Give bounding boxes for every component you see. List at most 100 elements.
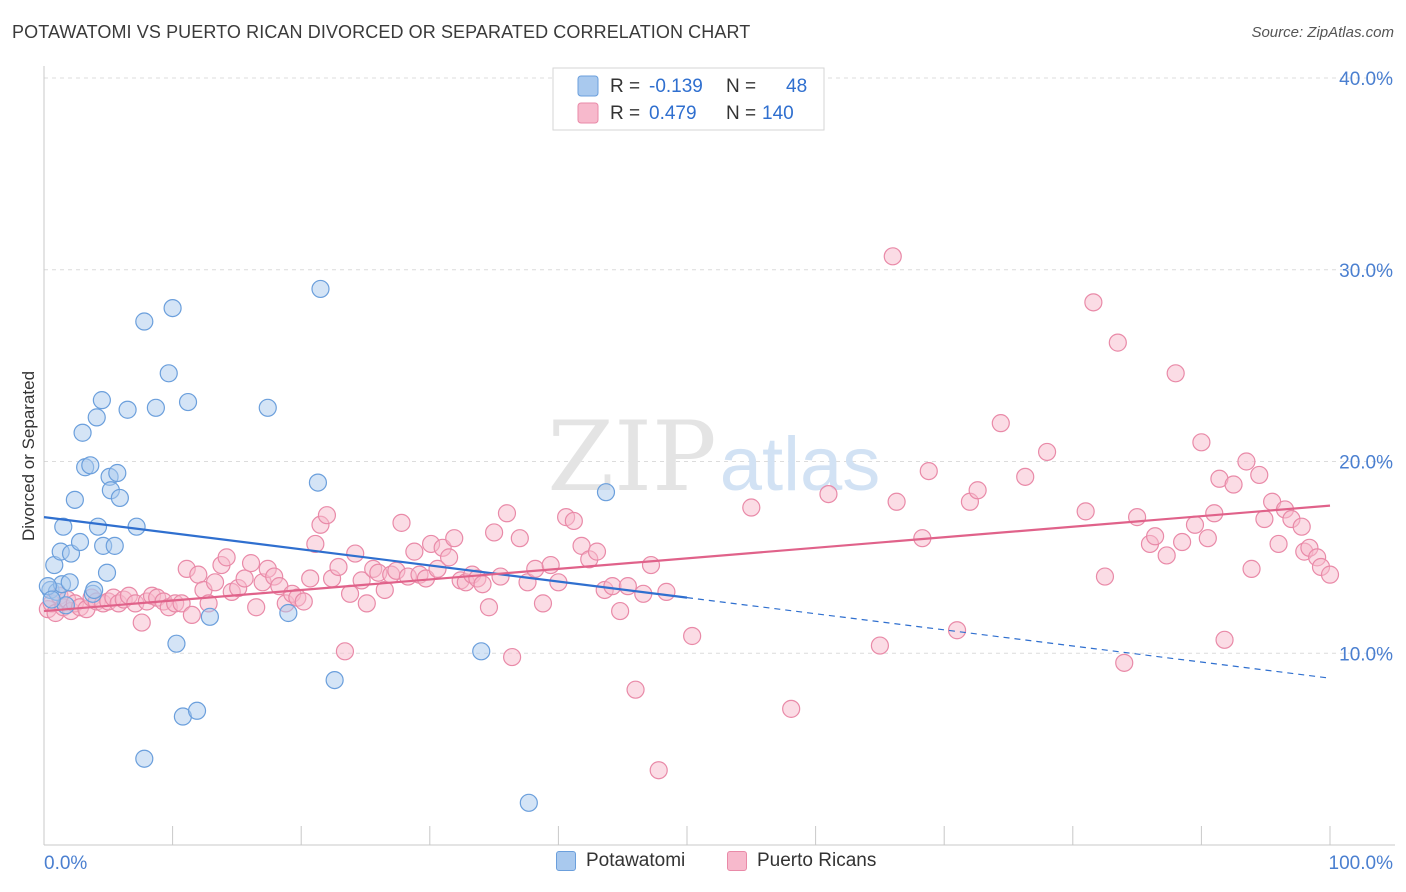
- trend-lines: [43, 504, 1331, 679]
- data-point-blue: [70, 532, 90, 552]
- data-point-pink: [1185, 515, 1205, 534]
- source-label: Source: ZipAtlas.com: [1251, 24, 1394, 41]
- data-point-pink: [357, 594, 376, 613]
- data-point-pink: [335, 642, 355, 661]
- data-point-pink: [294, 592, 313, 611]
- data-point-pink: [182, 605, 201, 625]
- data-point-blue: [87, 408, 106, 427]
- data-point-pink: [870, 636, 890, 655]
- legend-swatch-blue: [577, 75, 599, 97]
- data-point-pink: [626, 680, 645, 699]
- data-point-pink: [641, 555, 661, 575]
- data-point-pink: [491, 567, 510, 586]
- data-point-pink: [1016, 467, 1035, 486]
- legend-label-potawatomi: Potawatomi: [586, 850, 686, 871]
- data-point-pink: [1292, 517, 1311, 536]
- data-point-pink: [649, 761, 668, 780]
- data-point-pink: [1146, 527, 1165, 546]
- data-point-pink: [405, 542, 424, 561]
- data-point-pink: [375, 580, 394, 600]
- data-point-pink: [611, 601, 630, 621]
- legend-n-label-2: N =: [726, 103, 756, 124]
- data-point-pink: [346, 544, 365, 563]
- data-point-pink: [1084, 293, 1103, 312]
- data-point-pink: [587, 542, 607, 561]
- data-point-pink: [819, 484, 838, 504]
- data-point-blue: [163, 299, 182, 318]
- data-point-blue: [92, 391, 111, 410]
- data-point-blue: [178, 392, 198, 412]
- data-point-pink: [603, 577, 622, 596]
- data-point-pink: [189, 565, 208, 584]
- data-point-blue: [200, 607, 219, 626]
- data-point-blue: [88, 517, 108, 536]
- data-point-blue: [60, 573, 79, 592]
- series-potawatomi: [38, 279, 616, 812]
- data-point-pink: [1269, 534, 1288, 554]
- watermark-atlas: atlas: [720, 422, 881, 507]
- data-point-blue: [325, 670, 344, 690]
- data-point-blue: [311, 279, 330, 299]
- data-point-pink: [947, 621, 967, 640]
- data-point-pink: [329, 557, 348, 577]
- legend-r-value-1: -0.139: [649, 76, 703, 97]
- data-point-pink: [306, 534, 325, 554]
- watermark: ZIP atlas: [547, 401, 880, 513]
- y-axis-label: Divorced or Separated: [19, 371, 38, 541]
- data-point-pink: [241, 554, 261, 573]
- data-point-blue: [135, 312, 154, 331]
- trend-line-extension-blue: [686, 597, 1331, 679]
- data-point-pink: [473, 575, 492, 594]
- data-point-pink: [968, 481, 987, 500]
- data-point-pink: [205, 573, 225, 592]
- data-point-pink: [445, 529, 464, 548]
- trend-line-blue: [43, 516, 688, 599]
- data-point-pink: [1224, 475, 1243, 494]
- data-point-blue: [308, 473, 328, 492]
- data-point-blue: [110, 488, 129, 508]
- legend-item-puerto-ricans: Puerto Ricans: [727, 850, 876, 872]
- data-point-pink: [1242, 559, 1261, 578]
- data-point-blue: [159, 364, 178, 383]
- legend-n-value-2: 140: [762, 103, 794, 124]
- data-point-pink: [1192, 433, 1211, 452]
- y-tick-label: 40.0%: [1339, 69, 1393, 90]
- data-point-pink: [510, 529, 529, 548]
- data-point-pink: [1173, 532, 1192, 552]
- data-point-pink: [1198, 529, 1217, 548]
- legend-r-label-2: R =: [610, 103, 640, 124]
- y-tick-label: 20.0%: [1339, 453, 1393, 474]
- correlation-legend: R = -0.139 N = 48 R = 0.479 N = 140: [552, 67, 825, 131]
- data-point-blue: [97, 563, 117, 582]
- chart-title: POTAWATOMI VS PUERTO RICAN DIVORCED OR S…: [12, 22, 751, 42]
- legend-r-value-2: 0.479: [649, 103, 697, 124]
- data-point-pink: [235, 569, 254, 588]
- legend-n-label-1: N =: [726, 76, 756, 97]
- legend-r-label-1: R =: [610, 76, 640, 97]
- data-point-pink: [439, 548, 459, 567]
- data-point-blue: [279, 603, 298, 623]
- data-point-pink: [919, 461, 938, 481]
- data-point-blue: [42, 590, 61, 609]
- data-point-blue: [85, 580, 104, 600]
- data-point-pink: [247, 598, 266, 617]
- data-point-pink: [301, 569, 320, 588]
- series-legend: Potawatomi Puerto Ricans: [0, 850, 1406, 880]
- legend-item-potawatomi: Potawatomi: [556, 850, 685, 872]
- data-point-blue: [118, 400, 137, 419]
- data-point-blue: [105, 536, 124, 555]
- data-point-pink: [1166, 364, 1185, 383]
- data-point-pink: [485, 523, 504, 542]
- data-point-pink: [317, 506, 337, 525]
- data-point-pink: [618, 577, 637, 596]
- data-point-pink: [1215, 630, 1234, 649]
- data-point-pink: [1237, 452, 1256, 471]
- data-point-pink: [1037, 442, 1057, 462]
- x-tick-label-max: 100.0%: [1329, 853, 1394, 874]
- data-point-pink: [1157, 546, 1176, 565]
- data-point-pink: [1127, 508, 1147, 527]
- data-point-blue: [146, 398, 165, 417]
- data-point-blue: [472, 642, 491, 661]
- data-point-pink: [657, 582, 676, 601]
- data-point-pink: [782, 699, 801, 718]
